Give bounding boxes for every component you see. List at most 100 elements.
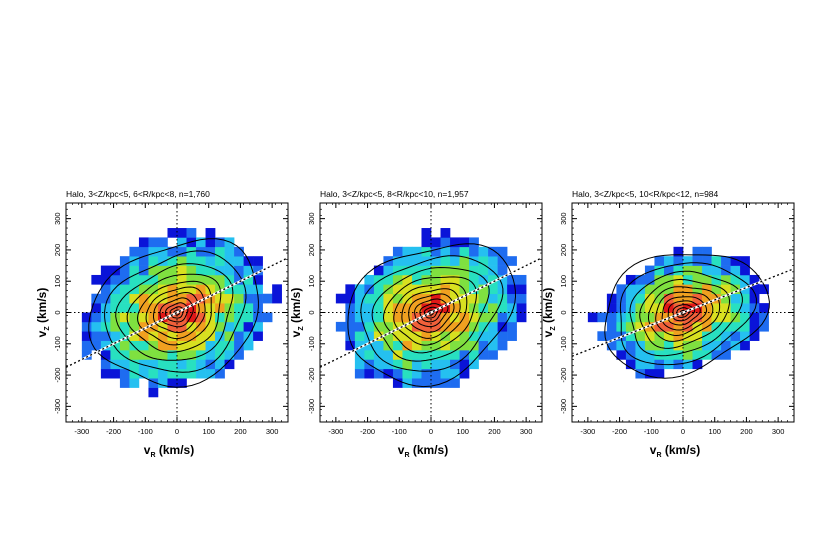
heatmap-bin (421, 265, 432, 276)
heatmap-bin (138, 237, 149, 248)
heatmap-bin (421, 303, 432, 313)
heatmap-bin (488, 265, 498, 276)
heatmap-bin (721, 256, 731, 266)
heatmap-bin (243, 284, 254, 295)
fit-line (572, 268, 794, 357)
heatmap-bin (440, 246, 451, 257)
heatmap-bin (507, 331, 517, 341)
heatmap-bin (91, 321, 102, 332)
heatmap-bin (721, 303, 731, 313)
heatmap-bin (431, 368, 441, 379)
heatmap-bin (740, 274, 750, 285)
heatmap-bin (469, 350, 479, 360)
x-tick-label: -100 (644, 427, 659, 436)
heatmap-bin (402, 293, 413, 304)
heatmap-bin (364, 368, 375, 379)
heatmap-bin (138, 359, 149, 370)
panel-3: -300 -200 -100 0 100 200 300 -300 -200 -100 0 100 20… (541, 189, 795, 459)
heatmap-bin (119, 312, 130, 323)
heatmap-bin (488, 293, 498, 304)
x-axis-subscript: R (656, 452, 661, 459)
heatmap-bin (692, 265, 703, 276)
heatmap-bin (157, 312, 168, 323)
heatmap-bin (683, 256, 693, 266)
heatmap-bin (469, 312, 479, 323)
heatmap-bin (644, 303, 655, 313)
heatmap-bin (644, 350, 655, 360)
heatmap-bin (421, 274, 432, 285)
y-tick-label: -100 (307, 336, 316, 351)
heatmap-bin (243, 274, 254, 285)
heatmap-bin (392, 274, 403, 285)
heatmap-bin (440, 368, 451, 379)
x-axis-symbol: v (398, 443, 405, 457)
heatmap-bin (440, 293, 451, 304)
heatmap-bin (205, 293, 216, 304)
x-tick-label: 300 (520, 427, 533, 436)
heatmap-bin (597, 331, 608, 341)
heatmap-bin (459, 321, 470, 332)
heatmap-bin (635, 321, 646, 332)
heatmap-bin (711, 340, 722, 351)
heatmap-bin (431, 237, 441, 248)
heatmap-bin (119, 321, 130, 332)
heatmap-bin (110, 331, 121, 341)
heatmap-bin (177, 312, 187, 323)
heatmap-bin (157, 378, 168, 388)
heatmap-bin (702, 340, 712, 351)
heatmap-bin (392, 368, 403, 379)
heatmap-bin (224, 331, 235, 341)
heatmap-bin (100, 359, 111, 370)
heatmap-bin (459, 350, 470, 360)
heatmap-bin (157, 293, 168, 304)
heatmap-bin (224, 265, 235, 276)
heatmap-bin (234, 312, 244, 323)
heatmap-bin (721, 331, 731, 341)
heatmap-bin (167, 274, 178, 285)
contour-line (604, 254, 770, 379)
heatmap-bin (478, 321, 489, 332)
heatmap-bin (354, 303, 365, 313)
heatmap-bin (215, 368, 225, 379)
heatmap-bin (215, 340, 225, 351)
heatmap-bin (392, 331, 403, 341)
heatmap-bin (402, 340, 413, 351)
heatmap-bin (205, 237, 216, 248)
x-tick-label: 200 (234, 427, 247, 436)
heatmap-bin (167, 340, 178, 351)
heatmap-bin (177, 340, 187, 351)
heatmap-bin (740, 293, 750, 304)
heatmap-bin (205, 228, 216, 238)
heatmap-bin (440, 312, 451, 323)
heatmap-bin (411, 274, 422, 285)
heatmap-bin (148, 293, 159, 304)
heatmap-bin (431, 256, 441, 266)
y-tick-label: -300 (559, 399, 568, 414)
heatmap-bin (167, 246, 178, 257)
heatmap-bin (234, 293, 244, 304)
heatmap-bin (431, 378, 441, 388)
heatmap-bin (392, 350, 403, 360)
heatmap-bin (497, 331, 508, 341)
heatmap-bin (373, 321, 384, 332)
heatmap-bin (402, 265, 413, 276)
heatmap-bin (129, 256, 140, 266)
heatmap-bin (616, 340, 627, 351)
heatmap-bin (692, 331, 703, 341)
heatmap-bin (749, 331, 760, 341)
heatmap-bin (450, 246, 460, 257)
heatmap-bin (411, 265, 422, 276)
heatmap-bin (224, 293, 235, 304)
heatmap-bin (663, 293, 674, 304)
heatmap-bin (177, 274, 187, 285)
heatmap-bin (196, 359, 206, 370)
heatmap-bin (516, 303, 527, 313)
heatmap-bin (186, 331, 197, 341)
heatmap-bin (392, 246, 403, 257)
heatmap-bin (402, 312, 413, 323)
heatmap-bin (119, 359, 130, 370)
contour-line (661, 296, 708, 331)
heatmap-bin (177, 350, 187, 360)
heatmap-bin (402, 284, 413, 295)
